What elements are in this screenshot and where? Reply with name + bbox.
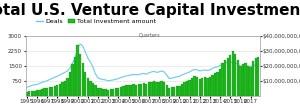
Bar: [137, 84, 140, 96]
Bar: [125, 85, 127, 96]
Bar: [153, 81, 155, 96]
Bar: [244, 63, 247, 96]
Bar: [97, 88, 99, 96]
Bar: [183, 82, 186, 96]
Bar: [69, 72, 71, 96]
Bar: [102, 89, 104, 96]
Bar: [239, 66, 242, 96]
Bar: [107, 90, 109, 96]
Bar: [33, 91, 35, 96]
Bar: [115, 88, 117, 96]
Bar: [168, 88, 170, 96]
Bar: [173, 87, 176, 96]
Bar: [201, 78, 203, 96]
Bar: [59, 84, 61, 96]
Bar: [89, 81, 92, 96]
Bar: [194, 76, 196, 96]
Bar: [204, 77, 206, 96]
Bar: [158, 82, 160, 96]
Bar: [178, 86, 181, 96]
Legend: Deals, Total Investment amount: Deals, Total Investment amount: [33, 16, 159, 27]
Bar: [140, 84, 142, 96]
Bar: [188, 80, 191, 96]
Bar: [28, 91, 31, 96]
Bar: [176, 86, 178, 96]
Bar: [242, 64, 244, 96]
Bar: [219, 69, 221, 96]
Bar: [56, 85, 58, 96]
Bar: [120, 87, 122, 96]
Bar: [130, 85, 132, 96]
Bar: [150, 82, 152, 96]
Bar: [94, 85, 97, 96]
Text: Total U.S. Venture Capital Investments: Total U.S. Venture Capital Investments: [0, 3, 300, 18]
Bar: [92, 83, 94, 96]
Bar: [49, 87, 51, 96]
Bar: [181, 84, 183, 96]
Bar: [64, 81, 66, 96]
Bar: [44, 88, 46, 96]
Bar: [38, 90, 40, 96]
Bar: [186, 81, 188, 96]
Bar: [66, 78, 69, 96]
Bar: [214, 73, 216, 96]
Bar: [250, 67, 252, 96]
Bar: [31, 91, 33, 96]
Bar: [191, 78, 193, 96]
Bar: [234, 54, 236, 96]
Bar: [163, 82, 165, 96]
Bar: [199, 79, 201, 96]
Bar: [196, 77, 198, 96]
Text: Quarters: Quarters: [139, 33, 161, 38]
Bar: [79, 54, 81, 96]
Bar: [76, 45, 79, 96]
Bar: [104, 89, 107, 96]
Bar: [229, 55, 231, 96]
Bar: [232, 51, 234, 96]
Bar: [99, 88, 102, 96]
Bar: [135, 85, 137, 96]
Bar: [247, 66, 249, 96]
Bar: [145, 84, 148, 96]
Bar: [206, 78, 208, 96]
Bar: [84, 72, 86, 96]
Bar: [41, 89, 43, 96]
Bar: [36, 90, 38, 96]
Bar: [117, 88, 119, 96]
Bar: [122, 86, 124, 96]
Bar: [51, 87, 53, 96]
Bar: [209, 77, 211, 96]
Bar: [82, 63, 84, 96]
Bar: [254, 58, 257, 96]
Bar: [216, 72, 219, 96]
Bar: [160, 81, 163, 96]
Bar: [26, 92, 28, 96]
Bar: [224, 60, 226, 96]
Bar: [257, 57, 260, 96]
Bar: [166, 85, 168, 96]
Bar: [171, 87, 173, 96]
Bar: [148, 82, 150, 96]
Bar: [74, 57, 76, 96]
Bar: [61, 82, 64, 96]
Bar: [237, 60, 239, 96]
Bar: [155, 82, 158, 96]
Bar: [46, 88, 48, 96]
Bar: [226, 58, 229, 96]
Bar: [128, 85, 130, 96]
Bar: [71, 64, 74, 96]
Bar: [252, 61, 254, 96]
Bar: [133, 84, 135, 96]
Bar: [54, 86, 56, 96]
Bar: [112, 89, 114, 96]
Bar: [87, 78, 89, 96]
Bar: [110, 89, 112, 96]
Bar: [211, 75, 214, 96]
Bar: [221, 63, 224, 96]
Bar: [142, 83, 145, 96]
